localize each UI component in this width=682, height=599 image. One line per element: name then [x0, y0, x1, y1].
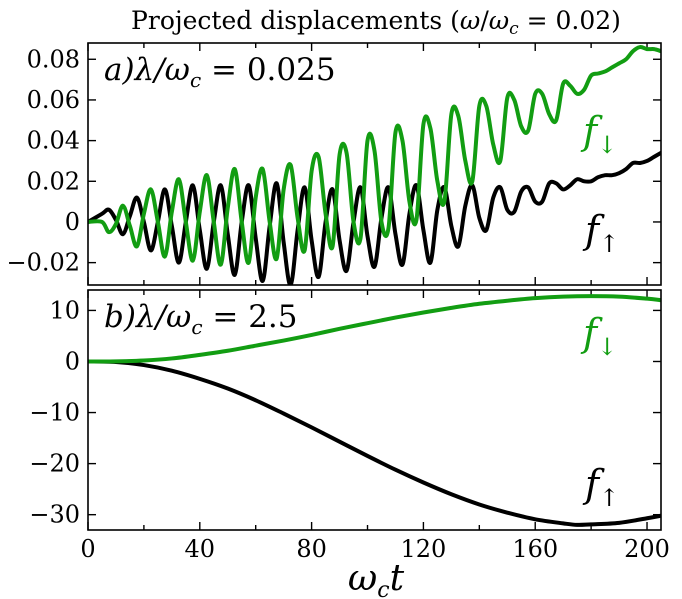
panel-b-label-letter: b)	[104, 299, 136, 335]
panel-b-legend-f-down: f↓	[580, 311, 617, 361]
x-axis-label-omega: ω	[348, 558, 377, 599]
panel-b-legend-f-down-arrow: ↓	[597, 333, 617, 361]
title-omega-c: ω	[489, 6, 509, 35]
panel-a-legend-f-down: f↓	[580, 109, 617, 159]
panel-a-tick-labels: −0.02 0 0.02 0.04 0.06 0.08	[6, 45, 80, 276]
panel-b-lines	[88, 294, 661, 527]
y-tick-label: 0	[65, 347, 80, 375]
x-tick-label: 0	[80, 535, 95, 563]
panel-b-legend-f-up: f↑	[582, 462, 619, 512]
figure-title: Projected displacements (ω/ωc = 0.02)	[131, 6, 621, 39]
panel-b-label-sub: c	[191, 315, 202, 339]
y-tick-label: 10	[49, 296, 80, 324]
title-sub-c: c	[509, 19, 519, 39]
y-tick-label: −20	[29, 450, 80, 478]
y-tick-label: −0.02	[6, 249, 80, 277]
title-tail: = 0.02)	[519, 6, 621, 35]
y-tick-label: 0.02	[27, 167, 80, 195]
panel-a: −0.02 0 0.02 0.04 0.06 0.08 a)λ/ωc = 0.025 f↓…	[6, 42, 662, 286]
title-main: Projected displacements (	[131, 6, 460, 35]
panel-a-label-lambda: λ/ω	[133, 52, 190, 88]
x-axis-label-sub: c	[377, 578, 389, 599]
x-axis-label-t: t	[390, 558, 405, 599]
x-tick-label: 120	[401, 535, 447, 563]
panel-a-legend-f-up-arrow: ↑	[599, 230, 619, 258]
x-tick-label: 200	[624, 535, 670, 563]
series-line-f-down	[88, 45, 661, 267]
y-tick-label: −30	[29, 501, 80, 529]
panel-b-label: b)λ/ωc = 2.5	[104, 299, 298, 339]
x-tick-label: 80	[296, 535, 327, 563]
panel-a-legend-f-up: f↑	[582, 208, 619, 258]
panel-b-label-rest: = 2.5	[203, 299, 298, 335]
panel-b-frame	[87, 289, 662, 531]
x-axis-label: ωct	[348, 558, 405, 599]
panel-a-label-rest: = 0.025	[201, 52, 335, 88]
series-line-f-down	[88, 294, 661, 364]
panel-a-label-letter: a)	[104, 52, 135, 88]
x-tick-label: 40	[185, 535, 216, 563]
y-tick-label: 0	[65, 208, 80, 236]
panel-b-legend-f-up-arrow: ↑	[599, 484, 619, 512]
panel-a-frame	[87, 42, 662, 286]
title-omega: ω	[460, 6, 480, 35]
panel-a-label: a)λ/ωc = 0.025	[104, 52, 336, 92]
panel-a-legend-f-down-arrow: ↓	[597, 131, 617, 159]
panel-b-label-lambda: λ/ω	[134, 299, 191, 335]
panel-a-lines	[88, 45, 661, 285]
y-tick-label: 0.06	[27, 86, 80, 114]
y-tick-label: 0.04	[27, 127, 80, 155]
panel-b-tick-labels: 0 40 80 120 160 200 −30 −20 −10 0 10	[29, 296, 670, 563]
series-line-f-up	[88, 359, 661, 527]
y-tick-label: −10	[29, 399, 80, 427]
y-tick-label: 0.08	[27, 45, 80, 73]
x-tick-label: 160	[512, 535, 558, 563]
panel-a-label-sub: c	[190, 68, 201, 92]
series-line-f-up	[88, 150, 661, 285]
